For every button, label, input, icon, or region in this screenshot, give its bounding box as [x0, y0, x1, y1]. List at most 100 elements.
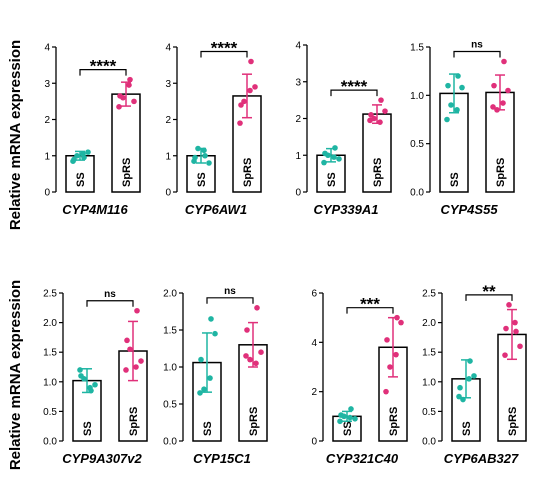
category-label-SS: SS [461, 421, 473, 436]
y-tick-label: 1.0 [163, 363, 177, 374]
data-point-SpRS [383, 388, 389, 395]
data-point-SS [336, 156, 342, 162]
data-point-SpRS [394, 314, 400, 321]
y-tick-label: 3 [44, 79, 50, 90]
significance-bracket [79, 69, 127, 76]
category-label-SS: SS [342, 421, 354, 436]
data-point-SpRS [512, 319, 518, 326]
data-point-SS [71, 156, 77, 163]
y-tick-label: 1.5 [410, 43, 424, 54]
significance-label: **** [341, 77, 368, 96]
data-point-SS [192, 154, 198, 161]
y-tick-label: 2 [311, 387, 317, 398]
data-point-SpRS [398, 319, 404, 326]
data-point-SpRS [238, 102, 244, 108]
gene-title: CYP15C1 [193, 451, 251, 466]
y-tick-label: 0 [295, 188, 301, 199]
y-tick-label: 1.5 [422, 348, 436, 359]
data-point-SpRS [138, 358, 144, 364]
data-point-SpRS [500, 100, 506, 106]
chart-panel-CYP4S55: 0.0 0.5 1.0 1.5 SS SpRS ns CYP4S55 [410, 40, 515, 217]
data-point-SS [202, 152, 208, 159]
y-tick-label: 0.0 [163, 437, 177, 448]
data-point-SS [92, 381, 98, 388]
significance-label: *** [360, 295, 380, 314]
data-point-SpRS [368, 112, 374, 118]
data-point-SS [201, 386, 207, 393]
data-point-SS [455, 73, 461, 79]
data-point-SS [456, 393, 462, 400]
data-point-SS [448, 102, 454, 108]
data-point-SS [77, 367, 83, 373]
y-tick-label: 2.0 [43, 318, 57, 329]
category-label-SpRS: SpRS [372, 158, 384, 187]
gene-title: CYP339A1 [313, 202, 378, 217]
data-point-SS [78, 373, 84, 379]
gene-title: CYP321C40 [326, 451, 399, 466]
y-tick-label: 6 [311, 289, 317, 300]
panels: 0 1 2 3 4 SS SpRS **** CYP4M116 0 1 2 3 4 SS SpRS **** CY… [43, 39, 527, 466]
data-point-SS [444, 116, 450, 123]
category-label-SS: SS [75, 172, 87, 187]
y-tick-label: 4 [44, 43, 50, 54]
y-tick-label: 0.5 [410, 139, 424, 150]
category-label-SS: SS [326, 172, 338, 187]
chart-panel-CYP6AW1: 0 1 2 3 4 SS SpRS **** CYP6AW1 [165, 39, 262, 217]
data-point-SpRS [247, 87, 253, 94]
y-tick-label: 0.5 [422, 407, 436, 418]
data-point-SS [352, 416, 358, 422]
data-point-SS [195, 145, 201, 152]
y-axis-title-top: Relative mRNA expression [7, 40, 24, 230]
category-label-SpRS: SpRS [121, 158, 133, 187]
y-tick-label: 2 [295, 114, 301, 125]
data-point-SpRS [133, 364, 139, 370]
data-point-SpRS [117, 93, 123, 99]
y-tick-label: 1.5 [163, 326, 177, 337]
y-tick-label: 1.0 [422, 377, 436, 388]
chart-panel-CYP6AB327: 0.0 0.5 1.0 1.5 2.0 2.5 SS SpRS ** CYP6AB327 [422, 282, 527, 466]
gene-title: CYP6AB327 [444, 451, 519, 466]
data-point-SS [321, 159, 327, 166]
data-point-SpRS [490, 104, 496, 110]
data-point-SS [445, 82, 451, 89]
data-point-SpRS [384, 337, 390, 343]
significance-bracket [465, 294, 513, 301]
category-label-SS: SS [196, 172, 208, 187]
chart-panel-CYP15C1: 0.0 0.5 1.0 1.5 2.0 SS SpRS ns CYP15C1 [163, 286, 268, 466]
data-point-SpRS [501, 58, 507, 65]
category-label-SS: SS [202, 421, 214, 436]
data-point-SS [197, 390, 203, 396]
data-point-SpRS [252, 84, 258, 90]
gene-title: CYP6AW1 [185, 202, 247, 217]
data-point-SpRS [506, 302, 512, 308]
data-point-SS [348, 406, 354, 412]
y-tick-label: 0.5 [163, 400, 177, 411]
data-point-SS [87, 384, 93, 391]
gene-title: CYP4M116 [62, 202, 128, 217]
data-point-SpRS [258, 349, 264, 356]
y-tick-label: 0 [44, 188, 50, 199]
significance-bracket [453, 50, 501, 58]
y-tick-label: 2.5 [422, 289, 436, 300]
data-point-SpRS [247, 356, 253, 363]
significance-bracket [86, 300, 134, 307]
y-tick-label: 1 [295, 151, 301, 162]
data-point-SpRS [393, 351, 399, 358]
significance-label: ns [104, 289, 116, 300]
data-point-SS [460, 396, 466, 403]
data-point-SS [198, 356, 204, 363]
data-point-SS [337, 418, 343, 425]
significance-label: ** [482, 282, 496, 301]
data-point-SS [212, 330, 218, 337]
y-tick-label: 1 [165, 151, 171, 162]
category-label-SS: SS [449, 172, 461, 187]
y-tick-label: 1.0 [410, 91, 424, 102]
y-tick-label: 0 [311, 437, 317, 448]
data-point-SpRS [505, 87, 511, 94]
data-point-SS [207, 375, 213, 381]
data-point-SS [459, 84, 465, 91]
data-point-SpRS [382, 108, 388, 114]
data-point-SpRS [387, 364, 393, 370]
gene-title: CYP9A307v2 [62, 451, 142, 466]
data-point-SS [338, 412, 344, 418]
